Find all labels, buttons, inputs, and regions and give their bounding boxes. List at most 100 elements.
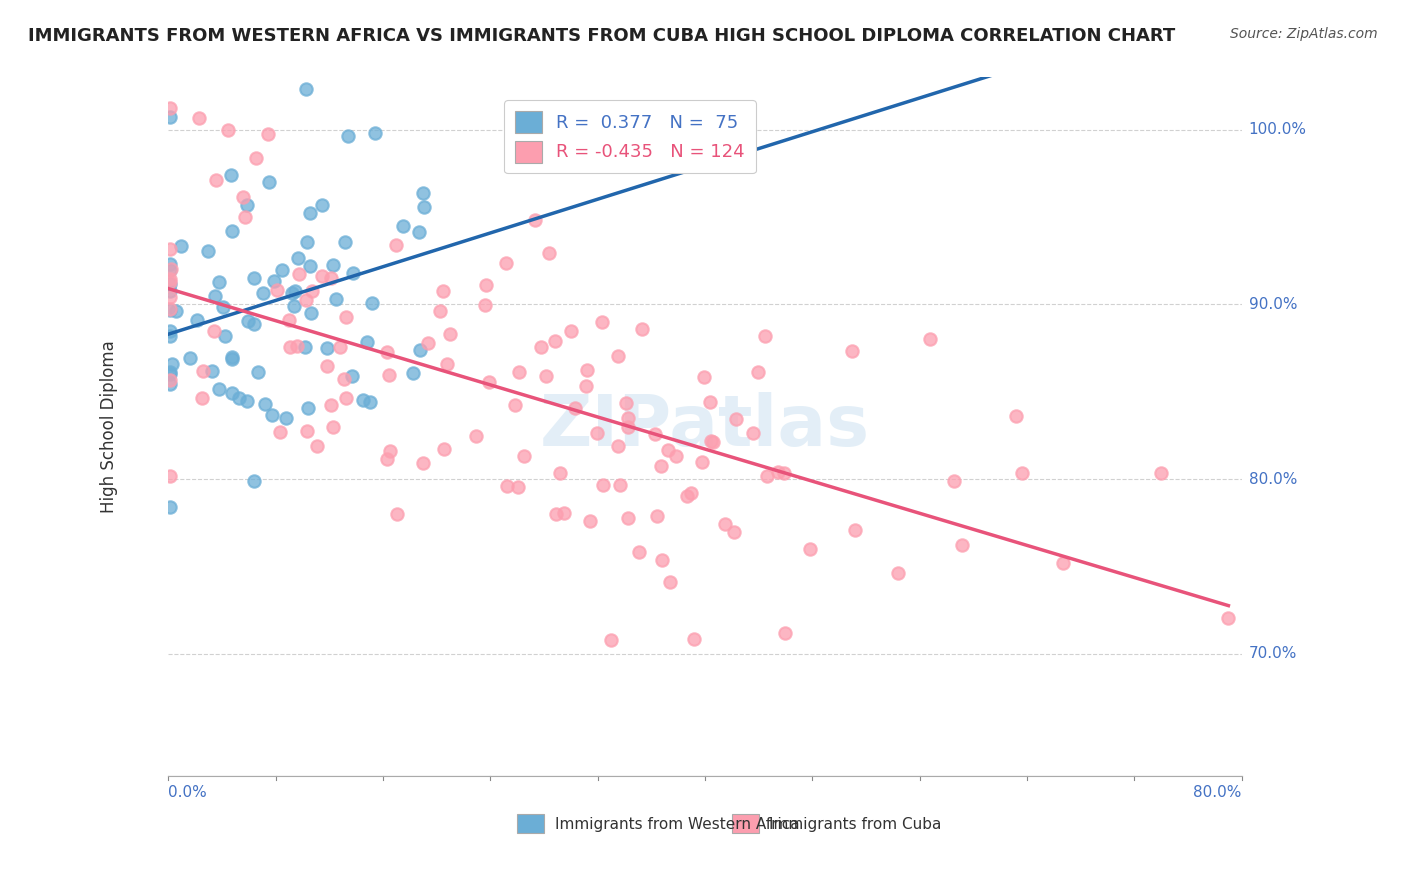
Point	[266, 283, 288, 297]
Point	[506, 480, 529, 494]
Point	[245, 151, 267, 165]
Point	[336, 129, 359, 144]
Point	[429, 304, 451, 318]
Point	[607, 349, 630, 363]
Point	[920, 332, 942, 346]
Text: ZIPatlas: ZIPatlas	[540, 392, 870, 461]
Point	[650, 458, 672, 473]
Point	[553, 506, 575, 520]
Point	[221, 350, 243, 364]
Point	[560, 324, 582, 338]
Point	[564, 401, 586, 415]
Point	[257, 175, 280, 189]
Text: 100.0%: 100.0%	[1249, 122, 1306, 137]
Point	[159, 272, 181, 286]
Point	[242, 474, 264, 488]
Point	[298, 259, 321, 273]
Point	[585, 425, 607, 440]
Point	[311, 197, 333, 211]
Point	[375, 452, 398, 467]
Point	[475, 277, 498, 292]
Point	[755, 469, 778, 483]
Point	[699, 394, 721, 409]
Point	[548, 467, 571, 481]
Point	[378, 443, 401, 458]
Point	[754, 328, 776, 343]
Text: High School Diploma: High School Diploma	[100, 341, 118, 513]
Point	[364, 126, 387, 140]
Point	[316, 359, 339, 374]
Point	[159, 376, 181, 391]
Point	[679, 485, 702, 500]
Point	[159, 373, 181, 387]
Point	[433, 442, 456, 456]
Point	[725, 412, 748, 426]
Point	[630, 322, 652, 336]
Point	[278, 340, 301, 354]
Point	[352, 392, 374, 407]
Point	[699, 434, 721, 448]
Point	[645, 509, 668, 524]
Point	[298, 206, 321, 220]
Point	[221, 351, 243, 366]
Point	[575, 379, 598, 393]
Point	[274, 410, 297, 425]
Point	[592, 477, 614, 491]
Point	[159, 367, 181, 381]
Point	[322, 420, 344, 434]
Point	[416, 335, 439, 350]
Text: Immigrants from Western Africa: Immigrants from Western Africa	[555, 817, 800, 832]
Text: Immigrants from Cuba: Immigrants from Cuba	[769, 817, 942, 832]
Text: 70.0%: 70.0%	[1249, 647, 1296, 661]
Point	[159, 329, 181, 343]
Point	[277, 313, 299, 327]
Point	[328, 340, 350, 354]
Point	[702, 435, 724, 450]
Point	[191, 364, 214, 378]
Point	[412, 186, 434, 200]
Point	[617, 510, 640, 524]
Point	[297, 401, 319, 415]
Point	[387, 507, 409, 521]
Point	[236, 198, 259, 212]
Point	[322, 258, 344, 272]
Point	[169, 239, 191, 253]
Point	[1011, 467, 1033, 481]
Point	[1005, 409, 1028, 424]
Point	[288, 268, 311, 282]
Point	[232, 189, 254, 203]
Point	[692, 370, 714, 384]
Point	[333, 235, 356, 250]
Point	[692, 455, 714, 469]
Point	[159, 257, 181, 271]
Point	[530, 340, 553, 354]
Point	[301, 284, 323, 298]
Point	[159, 303, 181, 318]
Point	[950, 538, 973, 552]
Point	[628, 545, 651, 559]
Point	[159, 290, 181, 304]
Point	[412, 456, 434, 470]
Point	[257, 128, 280, 142]
Point	[159, 242, 181, 256]
Point	[579, 514, 602, 528]
Point	[228, 391, 250, 405]
Point	[1218, 611, 1240, 625]
Point	[766, 465, 789, 479]
Point	[773, 626, 796, 640]
Point	[617, 420, 640, 434]
Point	[252, 286, 274, 301]
Point	[495, 255, 517, 269]
Point	[159, 469, 181, 483]
Point	[159, 324, 181, 338]
Point	[243, 270, 266, 285]
Text: IMMIGRANTS FROM WESTERN AFRICA VS IMMIGRANTS FROM CUBA HIGH SCHOOL DIPLOMA CORRE: IMMIGRANTS FROM WESTERN AFRICA VS IMMIGR…	[28, 27, 1175, 45]
Point	[201, 364, 224, 378]
Point	[294, 293, 316, 307]
Point	[262, 408, 284, 422]
Point	[576, 363, 599, 377]
Point	[474, 298, 496, 312]
Point	[284, 284, 307, 298]
Point	[503, 398, 526, 412]
Point	[841, 344, 863, 359]
